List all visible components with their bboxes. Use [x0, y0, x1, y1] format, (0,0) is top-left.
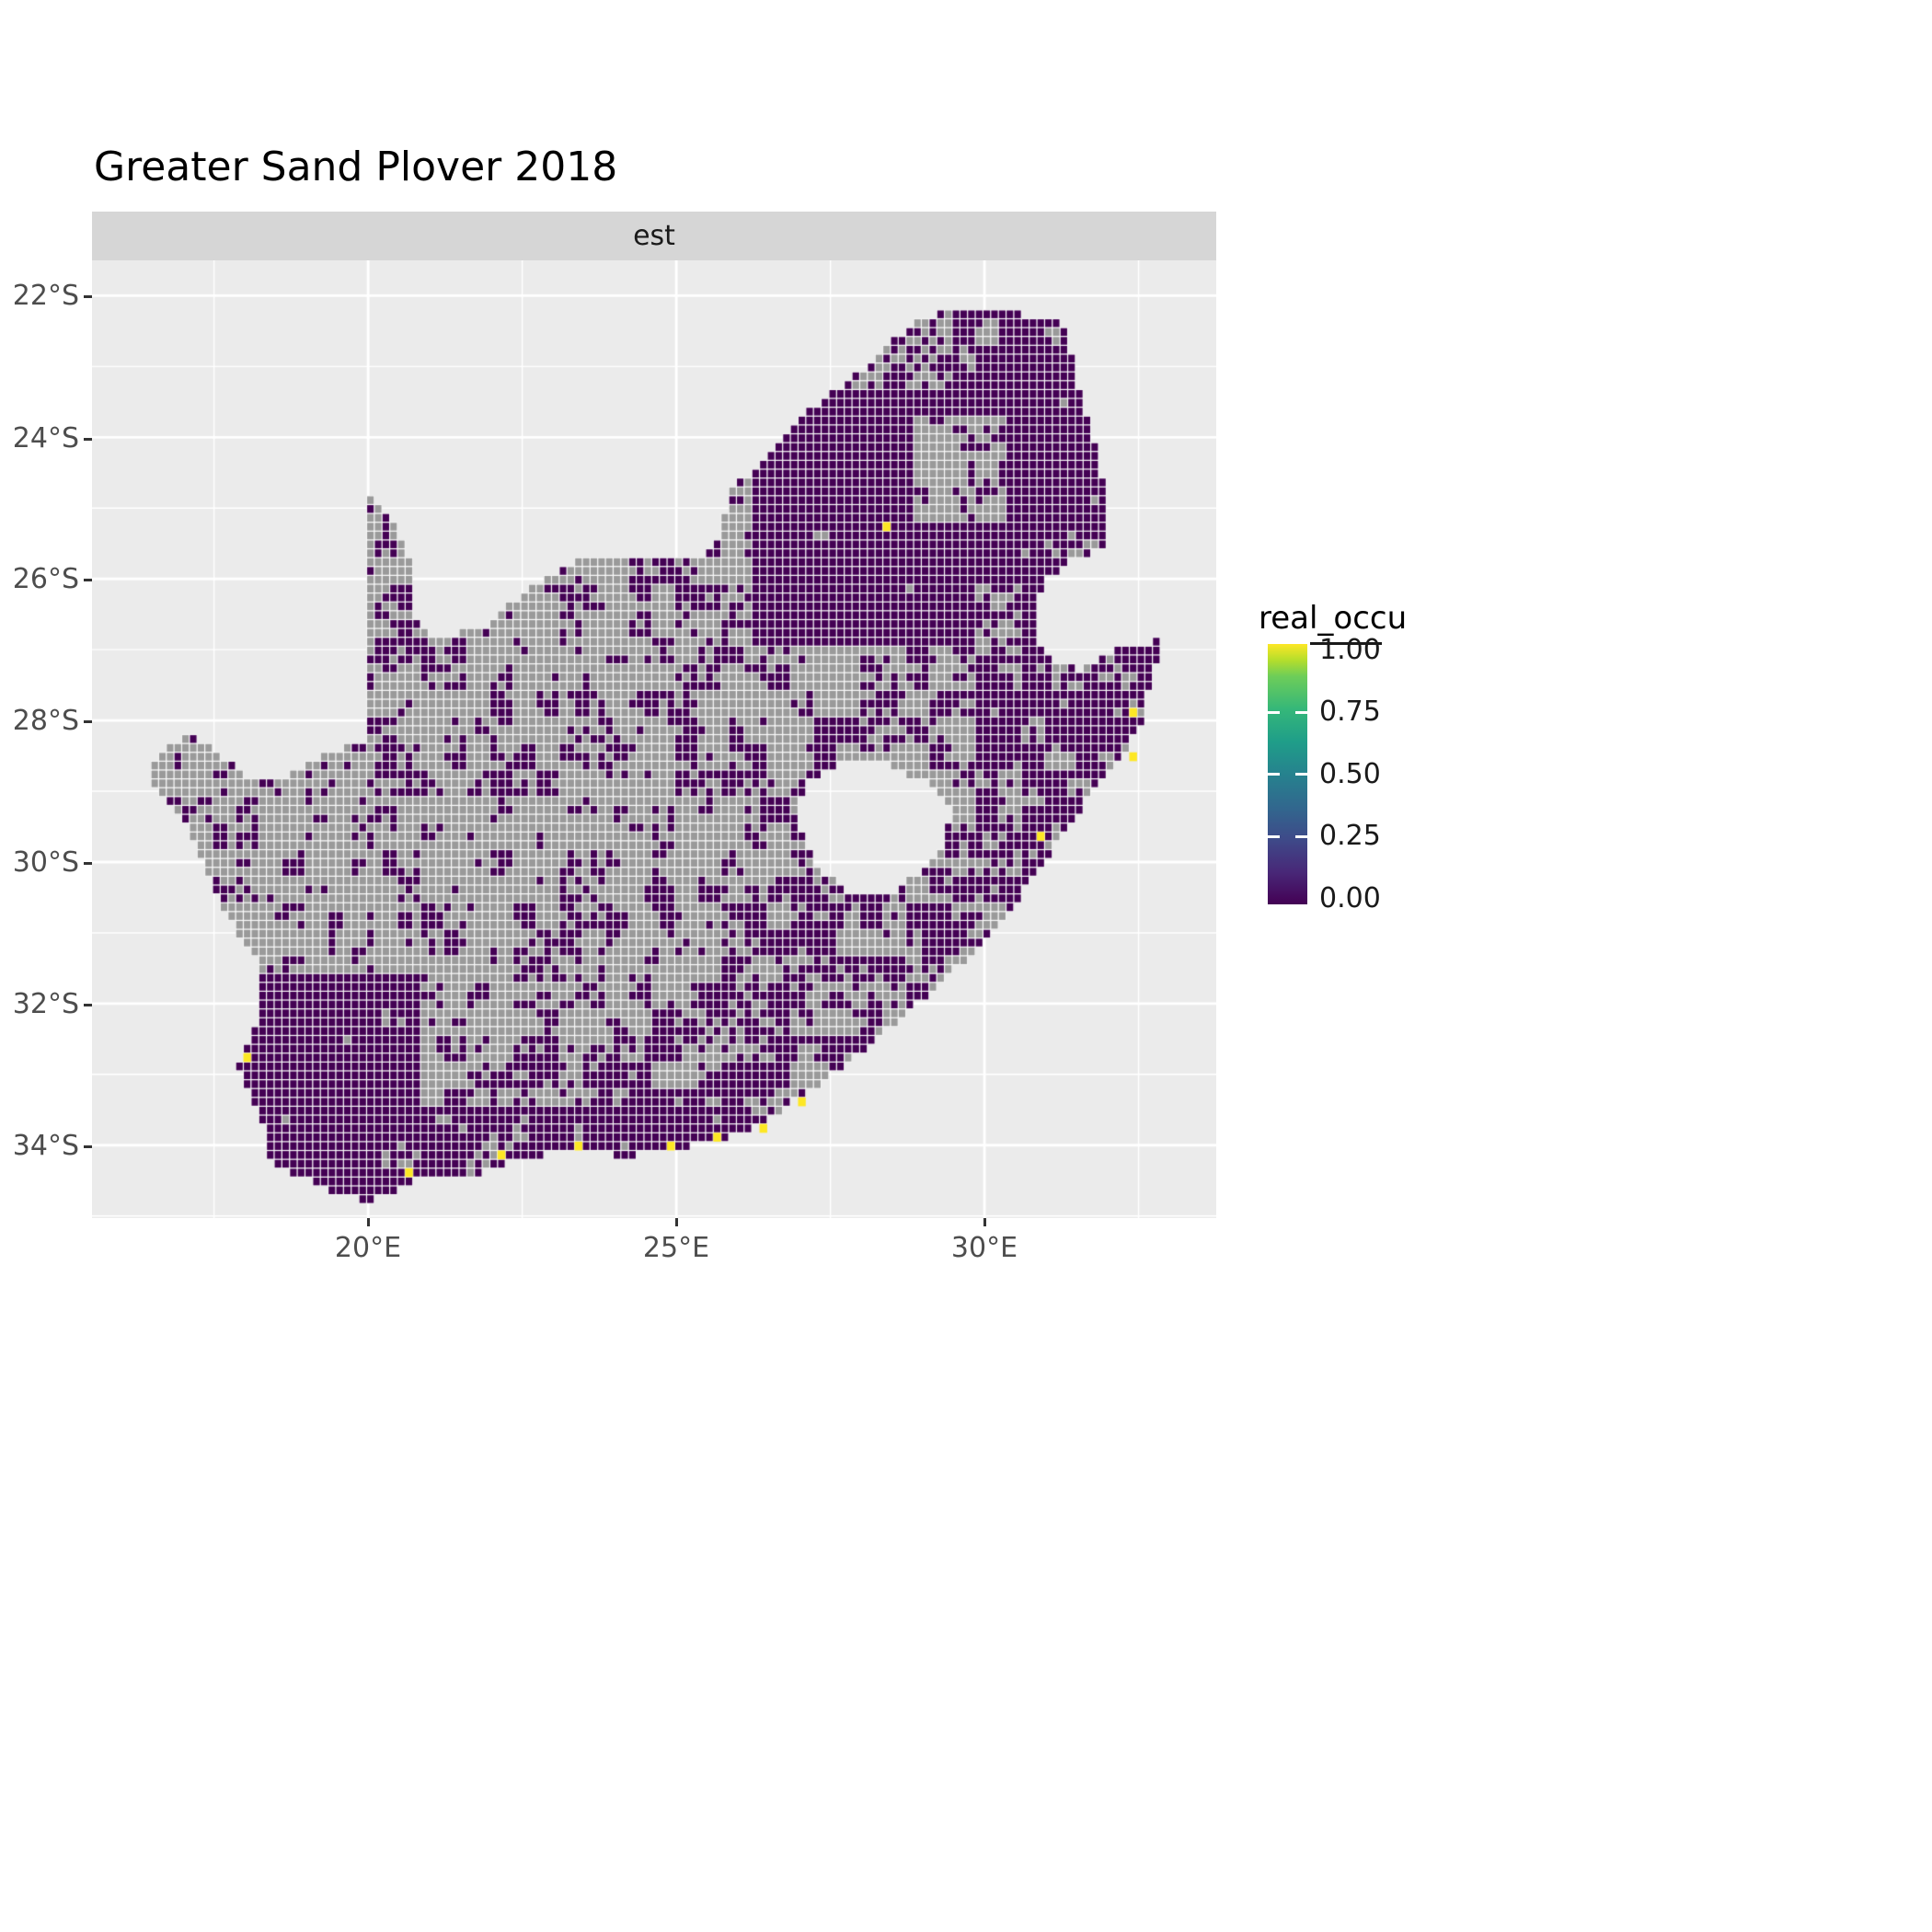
- x-axis-tick-mark: [367, 1218, 370, 1226]
- legend-tick-label: 1.00: [1319, 634, 1381, 666]
- legend-tick: [1295, 835, 1307, 838]
- y-axis-tick-mark: [84, 1145, 92, 1148]
- legend-tick-label: 0.25: [1319, 820, 1381, 852]
- y-axis-tick-mark: [84, 720, 92, 723]
- x-axis-tick-mark: [983, 1218, 986, 1226]
- map-canvas: [92, 260, 1216, 1218]
- legend-tick: [1268, 835, 1280, 838]
- legend-tick-label: 0.00: [1319, 882, 1381, 914]
- legend-tick: [1268, 711, 1280, 714]
- plot-title: Greater Sand Plover 2018: [94, 144, 618, 190]
- legend-tick: [1268, 773, 1280, 776]
- y-axis-tick-mark: [84, 295, 92, 298]
- plot-panel: [92, 260, 1216, 1218]
- x-axis-tick-mark: [675, 1218, 678, 1226]
- legend-tick-label: 0.50: [1319, 758, 1381, 790]
- y-axis-tick-label: 34°S: [12, 1130, 79, 1162]
- legend-tick: [1295, 773, 1307, 776]
- legend-colorbar: [1268, 644, 1307, 904]
- y-axis-tick-label: 24°S: [12, 422, 79, 454]
- y-axis-tick-label: 26°S: [12, 563, 79, 595]
- y-axis-tick-label: 22°S: [12, 280, 79, 312]
- x-axis-tick-label: 30°E: [950, 1232, 1018, 1264]
- legend-tick: [1295, 711, 1307, 714]
- facet-strip: est: [92, 212, 1216, 260]
- y-axis-tick-mark: [84, 1004, 92, 1006]
- y-axis-tick-mark: [84, 438, 92, 441]
- x-axis-tick-label: 20°E: [334, 1232, 402, 1264]
- y-axis-tick-label: 28°S: [12, 705, 79, 737]
- y-axis-tick-mark: [84, 862, 92, 865]
- legend-title: real_occu: [1259, 600, 1408, 637]
- legend-tick-label: 0.75: [1319, 696, 1381, 728]
- y-axis-tick-mark: [84, 579, 92, 581]
- y-axis-tick-label: 30°S: [12, 846, 79, 879]
- legend-top-tick-line: [1310, 642, 1382, 645]
- x-axis-tick-label: 25°E: [642, 1232, 710, 1264]
- y-axis-tick-label: 32°S: [12, 988, 79, 1020]
- facet-strip-label: est: [633, 220, 675, 252]
